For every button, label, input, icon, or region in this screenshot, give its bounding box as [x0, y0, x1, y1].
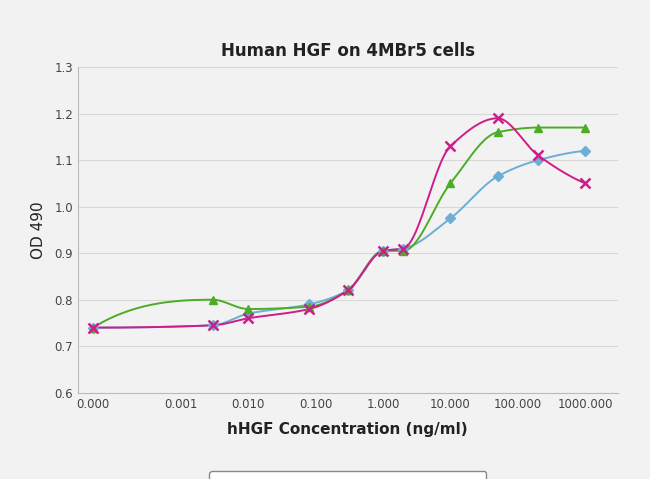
PeproTech Human HGF Lot# 1	[399, 246, 407, 251]
PeproTech Human HGF Lot# 2	[379, 248, 387, 254]
X-axis label: hHGF Concentration (ng/ml): hHGF Concentration (ng/ml)	[227, 422, 468, 437]
PeproTech Human HGF Lot# 2	[581, 125, 589, 130]
PeproTech Human HGF Lot# 1	[305, 301, 313, 307]
PeproTech Human HGF Lot# 1	[447, 216, 454, 221]
PeproTech Human HGF Lot# 1	[581, 148, 589, 154]
Line: PeproTech Human HGF Lot# 1: PeproTech Human HGF Lot# 1	[90, 148, 589, 331]
PeproTech Human HGF Lot# 2	[399, 248, 407, 254]
Competitor Human HGF	[379, 248, 387, 254]
PeproTech Human HGF Lot# 1	[534, 157, 542, 163]
Competitor Human HGF	[244, 316, 252, 321]
Competitor Human HGF	[534, 153, 542, 159]
Competitor Human HGF	[447, 143, 454, 149]
Competitor Human HGF	[209, 322, 217, 328]
PeproTech Human HGF Lot# 1	[89, 325, 97, 331]
PeproTech Human HGF Lot# 2	[344, 287, 352, 293]
PeproTech Human HGF Lot# 2	[494, 129, 502, 135]
PeproTech Human HGF Lot# 2	[305, 304, 313, 309]
Legend: PeproTech Human HGF Lot# 1, PeproTech Human HGF Lot# 2, Competitor Human HGF: PeproTech Human HGF Lot# 1, PeproTech Hu…	[209, 471, 486, 479]
Competitor Human HGF	[399, 246, 407, 251]
Title: Human HGF on 4MBr5 cells: Human HGF on 4MBr5 cells	[221, 42, 474, 60]
Competitor Human HGF	[305, 306, 313, 312]
Y-axis label: OD 490: OD 490	[31, 201, 46, 259]
PeproTech Human HGF Lot# 1	[209, 322, 217, 328]
PeproTech Human HGF Lot# 2	[209, 297, 217, 303]
Line: Competitor Human HGF: Competitor Human HGF	[88, 114, 590, 332]
PeproTech Human HGF Lot# 2	[89, 325, 97, 331]
PeproTech Human HGF Lot# 1	[344, 287, 352, 293]
PeproTech Human HGF Lot# 2	[534, 125, 542, 130]
Competitor Human HGF	[581, 181, 589, 186]
Line: PeproTech Human HGF Lot# 2: PeproTech Human HGF Lot# 2	[89, 124, 590, 332]
PeproTech Human HGF Lot# 2	[244, 306, 252, 312]
PeproTech Human HGF Lot# 1	[379, 248, 387, 254]
Competitor Human HGF	[344, 287, 352, 293]
PeproTech Human HGF Lot# 1	[494, 173, 502, 179]
PeproTech Human HGF Lot# 2	[447, 181, 454, 186]
Competitor Human HGF	[494, 115, 502, 121]
Competitor Human HGF	[89, 325, 97, 331]
PeproTech Human HGF Lot# 1	[244, 311, 252, 317]
